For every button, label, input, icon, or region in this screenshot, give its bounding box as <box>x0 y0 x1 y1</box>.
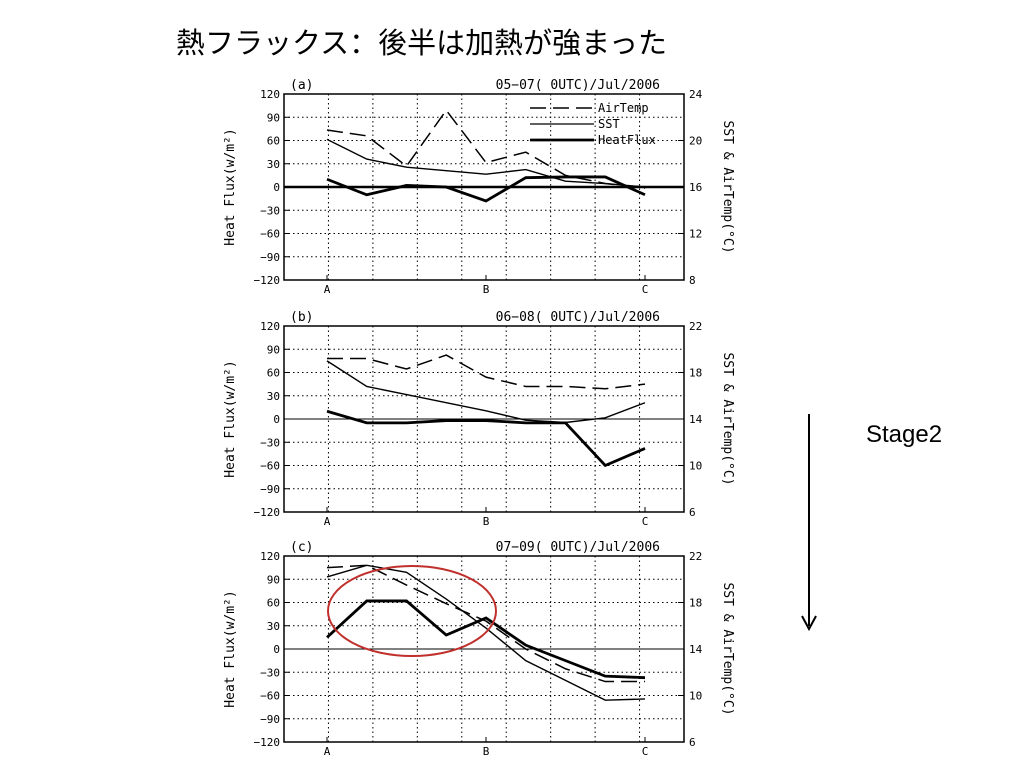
x-tick-label: C <box>642 745 649 758</box>
y2-tick-label: 16 <box>689 181 702 194</box>
x-tick-label: A <box>324 745 331 758</box>
series-line-heatflux <box>326 175 646 203</box>
panel-label: (a) <box>290 78 313 93</box>
y2-tick-label: 6 <box>689 736 696 749</box>
y2-tick-label: 14 <box>689 413 703 426</box>
chart-panel-2: −120 −90 −60 −30 0 30 60 90 120 6 10 14 18 22 A B C (c) 07… <box>223 540 735 758</box>
y2-axis-label: SST & AirTemp(°C) <box>720 120 735 253</box>
y-tick-label: 30 <box>267 158 280 171</box>
x-tick-label: B <box>483 283 490 296</box>
y-tick-label: 60 <box>267 367 280 380</box>
y2-tick-label: 20 <box>689 135 702 148</box>
panel-title: 05−07( 0UTC)/Jul/2006 <box>496 78 660 93</box>
y-tick-label: 0 <box>273 181 280 194</box>
y-tick-label: 30 <box>267 390 280 403</box>
x-tick-label: A <box>324 515 331 528</box>
y-tick-label: −120 <box>254 274 281 287</box>
series-line-heatflux <box>326 409 646 468</box>
panel-title: 06−08( 0UTC)/Jul/2006 <box>496 310 660 325</box>
y-tick-label: −60 <box>260 460 280 473</box>
panel-title: 07−09( 0UTC)/Jul/2006 <box>496 540 660 555</box>
y2-tick-label: 14 <box>689 643 703 656</box>
y2-tick-label: 18 <box>689 367 702 380</box>
x-tick-label: C <box>642 283 649 296</box>
legend-entry: SST <box>598 117 620 131</box>
y-tick-label: 90 <box>267 111 280 124</box>
y2-tick-label: 10 <box>689 460 702 473</box>
y-axis-label: Heat Flux(w/m²) <box>223 590 238 707</box>
y-tick-label: 120 <box>260 88 280 101</box>
legend-entry: AirTemp <box>598 101 649 115</box>
y-tick-label: −120 <box>254 506 281 519</box>
y-tick-label: 30 <box>267 620 280 633</box>
y-axis-label: Heat Flux(w/m²) <box>223 360 238 477</box>
y-tick-label: 0 <box>273 643 280 656</box>
y2-tick-label: 24 <box>689 88 703 101</box>
highlight-ellipse <box>327 565 497 657</box>
y-tick-label: 90 <box>267 343 280 356</box>
y2-tick-label: 22 <box>689 320 702 333</box>
y-tick-label: 0 <box>273 413 280 426</box>
y-tick-label: 60 <box>267 597 280 610</box>
x-tick-label: B <box>483 745 490 758</box>
y-tick-label: −90 <box>260 251 280 264</box>
x-tick-label: A <box>324 283 331 296</box>
y-tick-label: −60 <box>260 690 280 703</box>
y-tick-label: 120 <box>260 320 280 333</box>
y-tick-label: −60 <box>260 228 280 241</box>
y2-axis-label: SST & AirTemp(°C) <box>720 352 735 485</box>
series-line-airtemp <box>327 354 646 390</box>
y2-tick-label: 18 <box>689 597 702 610</box>
y-tick-label: −90 <box>260 483 280 496</box>
x-tick-label: B <box>483 515 490 528</box>
stage-label: Stage2 <box>866 421 943 448</box>
series-line-heatflux <box>326 599 646 680</box>
y-tick-label: 90 <box>267 573 280 586</box>
y2-axis-label: SST & AirTemp(°C) <box>720 582 735 715</box>
panel-label: (c) <box>290 540 313 555</box>
legend-entry: HeatFlux <box>598 133 656 147</box>
y-axis-label: Heat Flux(w/m²) <box>223 128 238 245</box>
y2-tick-label: 6 <box>689 506 696 519</box>
slide-title: 熱フラックス：後半は加熱が強まった <box>176 26 667 60</box>
y-tick-label: 120 <box>260 550 280 563</box>
y-tick-label: −30 <box>260 204 280 217</box>
series-line-airtemp <box>326 109 646 189</box>
y-tick-label: −30 <box>260 436 280 449</box>
series-line-sst <box>326 138 646 188</box>
series-line-sst <box>326 564 646 701</box>
x-tick-label: C <box>642 515 649 528</box>
y-tick-label: −120 <box>254 736 281 749</box>
y2-tick-label: 12 <box>689 228 702 241</box>
series-line-sst <box>326 360 646 424</box>
y2-tick-label: 10 <box>689 690 702 703</box>
y-tick-label: 60 <box>267 135 280 148</box>
down-arrow-icon <box>801 414 817 632</box>
y2-tick-label: 22 <box>689 550 702 563</box>
panel-label: (b) <box>290 310 313 325</box>
chart-panel-0: −120 −90 −60 −30 0 30 60 90 120 8 12 16 20 24 A B C (a) 05… <box>223 78 735 296</box>
y-tick-label: −90 <box>260 713 280 726</box>
series-line-airtemp <box>326 564 645 683</box>
chart-panel-1: −120 −90 −60 −30 0 30 60 90 120 6 10 14 18 22 A B C (b) 06… <box>223 310 735 528</box>
y2-tick-label: 8 <box>689 274 696 287</box>
y-tick-label: −30 <box>260 666 280 679</box>
